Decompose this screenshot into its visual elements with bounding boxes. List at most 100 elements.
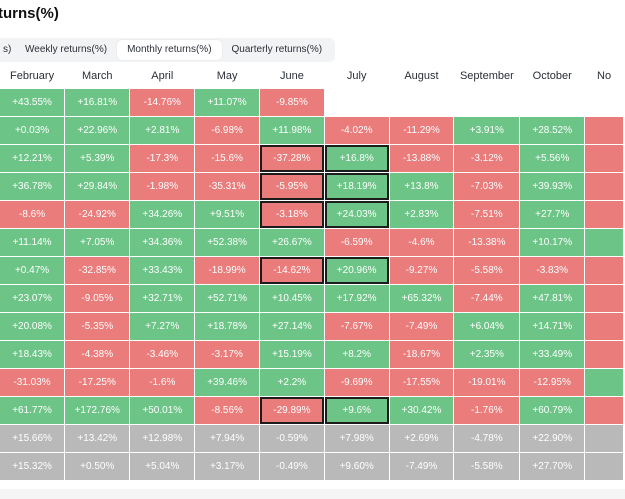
return-cell[interactable]: -18.99% (195, 257, 259, 284)
return-cell[interactable]: -32.85% (65, 257, 130, 284)
return-cell[interactable]: +12.21% (0, 145, 65, 172)
return-cell[interactable]: -3.12% (454, 145, 520, 172)
return-cell[interactable] (585, 201, 623, 228)
return-cell[interactable]: +33.49% (520, 341, 585, 368)
return-cell[interactable]: +14.71% (520, 313, 585, 340)
return-cell[interactable]: -1.98% (130, 173, 195, 200)
return-cell[interactable]: +30.42% (389, 397, 454, 424)
return-cell[interactable] (585, 145, 623, 172)
return-cell[interactable]: -9.69% (324, 369, 389, 396)
return-cell[interactable]: -1.6% (130, 369, 195, 396)
return-cell[interactable]: -6.98% (195, 117, 259, 144)
return-cell[interactable]: +20.96% (324, 257, 389, 284)
return-cell[interactable]: -7.49% (389, 313, 454, 340)
return-cell[interactable]: -9.05% (65, 285, 130, 312)
return-cell[interactable]: +18.78% (195, 313, 259, 340)
return-cell[interactable]: +33.43% (130, 257, 195, 284)
return-cell[interactable]: -5.58% (454, 257, 520, 284)
return-cell[interactable] (454, 89, 520, 116)
return-cell[interactable]: -3.83% (520, 257, 585, 284)
return-cell[interactable]: +13.8% (389, 173, 454, 200)
return-cell[interactable]: +18.19% (324, 173, 389, 200)
return-cell[interactable]: -17.3% (130, 145, 195, 172)
return-cell[interactable]: +27.7% (520, 201, 585, 228)
return-cell[interactable]: +0.47% (0, 257, 65, 284)
return-cell[interactable]: +18.43% (0, 341, 65, 368)
return-cell[interactable]: +2.2% (259, 369, 324, 396)
return-cell[interactable]: -3.46% (130, 341, 195, 368)
return-cell[interactable]: +20.08% (0, 313, 65, 340)
return-cell[interactable]: -8.6% (0, 201, 65, 228)
return-cell[interactable]: +29.84% (65, 173, 130, 200)
return-cell[interactable] (585, 257, 623, 284)
return-cell[interactable]: +0.03% (0, 117, 65, 144)
return-cell[interactable]: -17.55% (389, 369, 454, 396)
return-cell[interactable]: +5.56% (520, 145, 585, 172)
return-cell[interactable]: -7.44% (454, 285, 520, 312)
return-cell[interactable]: +22.96% (65, 117, 130, 144)
return-cell[interactable]: -4.38% (65, 341, 130, 368)
return-cell[interactable]: -4.02% (324, 117, 389, 144)
return-cell[interactable] (585, 397, 623, 424)
return-cell[interactable]: -8.56% (195, 397, 259, 424)
return-cell[interactable]: -13.88% (389, 145, 454, 172)
tab-monthly-returns[interactable]: Monthly returns(%) (117, 40, 222, 60)
return-cell[interactable]: -11.29% (389, 117, 454, 144)
return-cell[interactable]: -9.27% (389, 257, 454, 284)
return-cell[interactable] (585, 369, 623, 396)
return-cell[interactable]: -31.03% (0, 369, 65, 396)
return-cell[interactable] (585, 117, 623, 144)
return-cell[interactable]: +2.83% (389, 201, 454, 228)
return-cell[interactable]: +10.45% (259, 285, 324, 312)
return-cell[interactable]: -17.25% (65, 369, 130, 396)
return-cell[interactable]: +7.27% (130, 313, 195, 340)
return-cell[interactable]: -7.67% (324, 313, 389, 340)
return-cell[interactable]: +52.38% (195, 229, 259, 256)
return-cell[interactable]: +7.05% (65, 229, 130, 256)
return-cell[interactable]: +43.55% (0, 89, 65, 116)
return-cell[interactable]: +32.71% (130, 285, 195, 312)
return-cell[interactable]: -4.6% (389, 229, 454, 256)
return-cell[interactable]: +24.03% (324, 201, 389, 228)
return-cell[interactable]: -5.35% (65, 313, 130, 340)
return-cell[interactable] (585, 285, 623, 312)
return-cell[interactable]: -19.01% (454, 369, 520, 396)
return-cell[interactable]: -7.03% (454, 173, 520, 200)
return-cell[interactable]: -1.76% (454, 397, 520, 424)
return-cell[interactable]: +26.67% (259, 229, 324, 256)
return-cell[interactable]: +11.07% (195, 89, 259, 116)
return-cell[interactable]: +2.81% (130, 117, 195, 144)
return-cell[interactable]: -9.85% (259, 89, 324, 116)
return-cell[interactable]: +23.07% (0, 285, 65, 312)
return-cell[interactable]: +8.2% (324, 341, 389, 368)
tab-quarterly-returns[interactable]: Quarterly returns(%) (231, 44, 323, 55)
tab-weekly-returns[interactable]: Weekly returns(%) (25, 44, 108, 55)
return-cell[interactable]: +11.98% (259, 117, 324, 144)
return-cell[interactable]: -37.28% (259, 145, 324, 172)
return-cell[interactable]: +5.39% (65, 145, 130, 172)
return-cell[interactable]: +2.35% (454, 341, 520, 368)
return-cell[interactable]: +28.52% (520, 117, 585, 144)
return-cell[interactable]: -14.76% (130, 89, 195, 116)
return-cell[interactable]: +47.81% (520, 285, 585, 312)
return-cell[interactable]: -3.18% (259, 201, 324, 228)
return-cell[interactable]: -12.95% (520, 369, 585, 396)
return-cell[interactable]: +9.6% (324, 397, 389, 424)
return-cell[interactable]: -29.89% (259, 397, 324, 424)
tab-partial[interactable]: s) (3, 44, 12, 55)
return-cell[interactable] (520, 89, 585, 116)
return-cell[interactable]: -6.59% (324, 229, 389, 256)
return-cell[interactable]: -18.67% (389, 341, 454, 368)
return-cell[interactable]: +3.91% (454, 117, 520, 144)
return-cell[interactable]: +34.26% (130, 201, 195, 228)
return-cell[interactable]: +11.14% (0, 229, 65, 256)
return-cell[interactable]: +50.01% (130, 397, 195, 424)
return-cell[interactable]: +39.93% (520, 173, 585, 200)
return-cell[interactable]: +15.19% (259, 341, 324, 368)
return-cell[interactable]: +39.46% (195, 369, 259, 396)
return-cell[interactable]: -3.17% (195, 341, 259, 368)
return-cell[interactable]: -15.6% (195, 145, 259, 172)
return-cell[interactable] (585, 313, 623, 340)
return-cell[interactable] (324, 89, 389, 116)
return-cell[interactable]: +27.14% (259, 313, 324, 340)
